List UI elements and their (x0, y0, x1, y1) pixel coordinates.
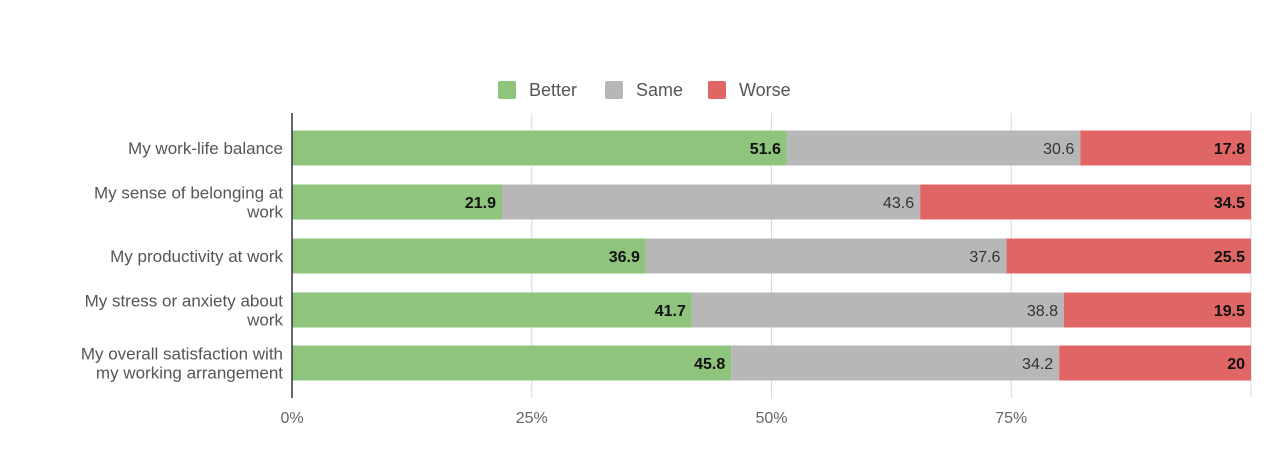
data-label: 45.8 (694, 356, 725, 373)
bar-segment-worse (920, 184, 1251, 220)
data-label: 38.8 (1027, 303, 1058, 320)
bar-segment-same (786, 130, 1081, 166)
data-label: 51.6 (750, 141, 781, 158)
legend-label: Better (529, 80, 577, 100)
data-label: 34.5 (1214, 195, 1245, 212)
x-tick-labels: 0% 25% 50% 75% (280, 410, 1027, 427)
data-label: 19.5 (1214, 303, 1245, 320)
bar-segment-better (292, 345, 732, 381)
category-label: My sense of belonging at (94, 184, 283, 203)
bar-segment-same (502, 184, 921, 220)
category-label: work (246, 203, 283, 222)
category-label: My productivity at work (110, 247, 283, 266)
x-tick-label: 25% (516, 410, 548, 427)
bar-segment-worse (1059, 345, 1251, 381)
legend-swatch-better (498, 81, 516, 99)
category-label: my working arrangement (96, 364, 283, 383)
bar-segment-better (292, 238, 646, 274)
bars (292, 130, 1251, 381)
x-tick-label: 50% (755, 410, 787, 427)
data-label: 17.8 (1214, 141, 1245, 158)
legend-label: Same (636, 80, 683, 100)
data-label: 41.7 (655, 303, 686, 320)
data-label: 30.6 (1043, 141, 1074, 158)
bar-segment-better (292, 292, 692, 328)
legend-label: Worse (739, 80, 791, 100)
category-label: My stress or anxiety about (85, 292, 284, 311)
legend: Better Same Worse (498, 80, 791, 100)
bar-segment-same (731, 345, 1060, 381)
data-label: 37.6 (969, 249, 1000, 266)
category-label: work (246, 311, 283, 330)
bar-segment-better (292, 184, 503, 220)
data-label: 21.9 (465, 195, 496, 212)
x-tick-label: 0% (280, 410, 303, 427)
category-label: My overall satisfaction with (81, 345, 283, 364)
data-label: 34.2 (1022, 356, 1053, 373)
bar-segment-worse (1063, 292, 1251, 328)
category-labels: My work-life balance My sense of belongin… (81, 139, 284, 383)
value-labels: 51.6 30.6 17.8 21.9 43.6 34.5 36.9 37.6 25.5 41.7… (465, 141, 1245, 373)
bar-segment-same (645, 238, 1007, 274)
legend-swatch-worse (708, 81, 726, 99)
bar-segment-same (691, 292, 1064, 328)
bar-segment-worse (1080, 130, 1251, 166)
x-tick-label: 75% (995, 410, 1027, 427)
data-label: 43.6 (883, 195, 914, 212)
data-label: 25.5 (1214, 249, 1245, 266)
category-label: My work-life balance (128, 139, 283, 158)
legend-swatch-same (605, 81, 623, 99)
data-label: 36.9 (609, 249, 640, 266)
data-label: 20 (1227, 356, 1245, 373)
bar-segment-worse (1006, 238, 1251, 274)
bar-segment-better (292, 130, 787, 166)
